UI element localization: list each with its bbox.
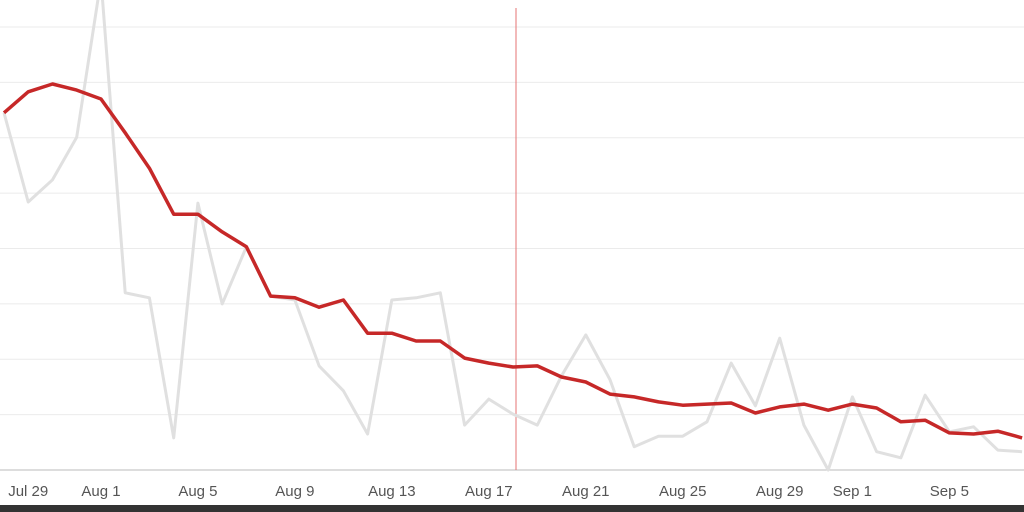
x-tick-label: Aug 21 <box>562 483 610 500</box>
x-tick-label: Aug 9 <box>275 483 314 500</box>
x-tick-label: Sep 1 <box>833 483 872 500</box>
series-line <box>2 0 1023 472</box>
x-tick-label: Aug 17 <box>465 483 513 500</box>
bottom-bar <box>0 505 1024 512</box>
x-tick-label: Sep 5 <box>930 483 969 500</box>
x-tick-label: Aug 1 <box>81 483 120 500</box>
series-line <box>2 82 1023 440</box>
x-tick-label: Aug 5 <box>178 483 217 500</box>
x-tick-label: Jul 29 <box>8 483 48 500</box>
x-tick-label: Aug 29 <box>756 483 804 500</box>
x-tick-label: Aug 13 <box>368 483 416 500</box>
x-tick-label: Aug 25 <box>659 483 707 500</box>
